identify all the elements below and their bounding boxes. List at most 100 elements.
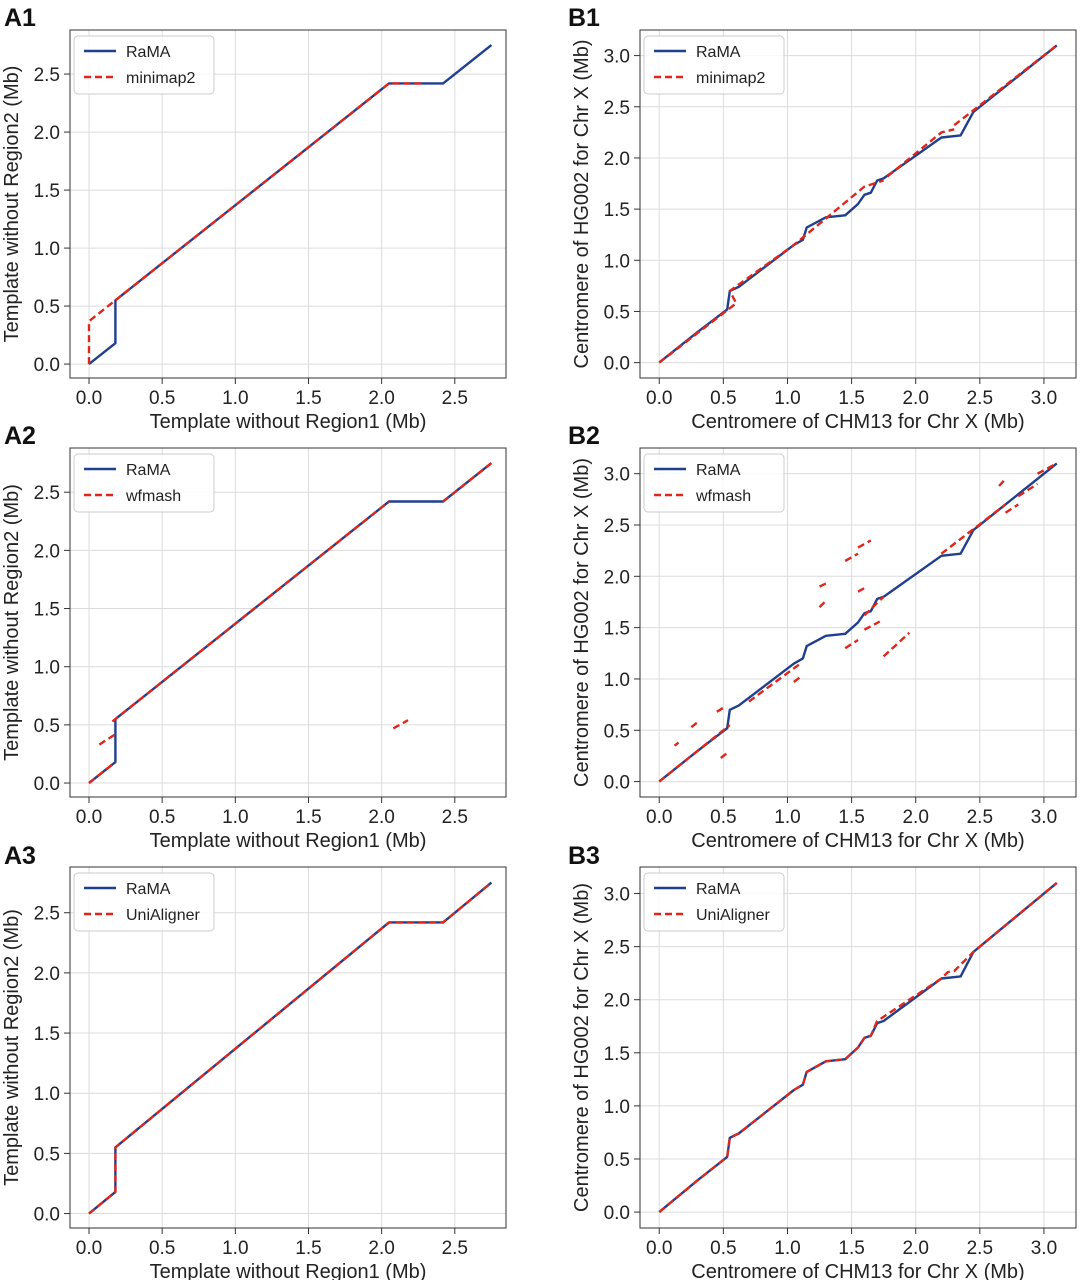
- y-tick-label: 2.0: [604, 567, 630, 588]
- x-tick-label: 0.5: [149, 807, 175, 828]
- x-tick-label: 1.5: [295, 1238, 321, 1259]
- comparison-series-line: [863, 620, 881, 631]
- y-tick-label: 1.0: [34, 658, 60, 679]
- legend-label-rama: RaMA: [696, 881, 741, 898]
- x-tick-label: 2.0: [902, 388, 928, 409]
- y-tick-label: 2.0: [604, 149, 630, 170]
- x-tick-label: 2.0: [368, 388, 394, 409]
- y-tick-label: 1.0: [604, 251, 630, 272]
- legend: RaMA UniAligner: [643, 872, 785, 932]
- plot-area-frame: [639, 447, 1077, 798]
- y-tick-label: 2.0: [34, 123, 60, 144]
- y-axis-label: Centromere of HG002 for Chr X (Mb): [571, 458, 593, 787]
- x-tick-label: 0.5: [710, 1238, 736, 1259]
- x-tick-label: 0.0: [76, 388, 102, 409]
- legend-label-comparison: UniAligner: [126, 907, 200, 924]
- x-axis-label: Centromere of CHM13 for Chr X (Mb): [691, 411, 1024, 433]
- comparison-series-line: [111, 500, 390, 723]
- comparison-series-line: [857, 585, 868, 593]
- comparison-series-line: [1036, 462, 1058, 475]
- comparison-series-line: [818, 582, 827, 588]
- x-tick-label: 1.5: [295, 388, 321, 409]
- comparison-series-line: [98, 733, 117, 746]
- x-tick-label: 0.0: [646, 807, 672, 828]
- comparison-series-line: [886, 128, 955, 178]
- comparison-series-line: [88, 761, 117, 784]
- legend: RaMA wfmash: [643, 453, 785, 513]
- panel-letter: B3: [568, 842, 600, 870]
- y-tick-label: 3.0: [604, 47, 630, 68]
- plot-area-frame: [69, 866, 507, 1229]
- plot-area-frame: [639, 866, 1077, 1229]
- x-tick-label: 2.0: [902, 1238, 928, 1259]
- y-tick-label: 0.5: [34, 297, 60, 318]
- panel-b1: 0.0 0.5 1.0 1.5 2.0 2.5 3.0 0.0 0.5 1.0 1.5 2.0 2.5 3…: [568, 4, 1077, 433]
- rama-series-line: [88, 881, 493, 1215]
- legend-label-rama: RaMA: [126, 881, 171, 898]
- legend-label-comparison: wfmash: [695, 488, 751, 505]
- y-tick-label: 1.0: [34, 239, 60, 260]
- plot-area-frame: [69, 29, 507, 379]
- y-tick-label: 2.0: [34, 964, 60, 985]
- legend: RaMA minimap2: [643, 35, 785, 95]
- comparison-series-line: [673, 741, 680, 747]
- y-tick-label: 2.5: [34, 65, 60, 86]
- x-tick-label: 0.5: [710, 388, 736, 409]
- rama-series-line: [658, 462, 1058, 783]
- y-tick-label: 0.5: [34, 1144, 60, 1165]
- comparison-series-line: [882, 631, 911, 658]
- y-tick-label: 3.0: [604, 465, 630, 486]
- plot-area-frame: [69, 447, 507, 798]
- panel-a2: 0.0 0.5 1.0 1.5 2.0 2.5 0.0 0.5 1.0 1.5 2.0 2.5 RaMA…: [1, 422, 507, 852]
- y-tick-label: 1.0: [604, 670, 630, 691]
- y-tick-label: 1.5: [34, 600, 60, 621]
- comparison-series-line: [940, 503, 1007, 555]
- legend-label-comparison: wfmash: [125, 488, 181, 505]
- y-tick-label: 2.5: [604, 516, 630, 537]
- x-tick-label: 1.0: [222, 807, 248, 828]
- comparison-series-line: [1004, 503, 1019, 514]
- x-tick-label: 1.0: [774, 388, 800, 409]
- comparison-series-line: [998, 478, 1007, 487]
- y-tick-label: 0.5: [604, 721, 630, 742]
- y-tick-label: 1.5: [604, 200, 630, 221]
- x-tick-label: 0.0: [76, 807, 102, 828]
- x-tick-label: 0.5: [149, 1238, 175, 1259]
- legend-label-comparison: minimap2: [696, 70, 765, 87]
- x-tick-label: 2.5: [442, 388, 468, 409]
- x-tick-label: 2.0: [902, 807, 928, 828]
- y-tick-label: 0.0: [34, 1205, 60, 1226]
- x-tick-label: 2.5: [967, 807, 993, 828]
- comparison-series-line: [844, 552, 859, 562]
- rama-series-line: [88, 44, 493, 366]
- comparison-series-line: [818, 600, 827, 608]
- x-tick-label: 3.0: [1031, 388, 1057, 409]
- x-tick-label: 1.0: [222, 388, 248, 409]
- comparison-series-line: [1017, 482, 1039, 498]
- panel-b2: 0.0 0.5 1.0 1.5 2.0 2.5 3.0 0.0 0.5 1.0 1.5 2.0 2.5 3…: [568, 422, 1077, 852]
- x-axis-label: Centromere of CHM13 for Chr X (Mb): [691, 830, 1024, 852]
- x-tick-label: 1.0: [222, 1238, 248, 1259]
- comparison-series-line: [720, 751, 728, 759]
- legend: RaMA UniAligner: [73, 872, 215, 932]
- panel-letter: A3: [4, 842, 36, 870]
- legend-label-rama: RaMA: [696, 44, 741, 61]
- y-axis-label: Centromere of HG002 for Chr X (Mb): [571, 40, 593, 369]
- panel-letter: A1: [4, 4, 36, 32]
- panel-b3: 0.0 0.5 1.0 1.5 2.0 2.5 3.0 0.0 0.5 1.0 1.5 2.0 2.5 3…: [568, 842, 1077, 1280]
- x-tick-label: 3.0: [1031, 807, 1057, 828]
- comparison-series-line: [844, 638, 859, 650]
- comparison-series-line: [88, 881, 493, 1215]
- y-tick-label: 0.5: [34, 716, 60, 737]
- panel-letter: B2: [568, 422, 600, 450]
- x-tick-label: 0.0: [646, 1238, 672, 1259]
- y-axis-label: Template without Region2 (Mb): [1, 66, 23, 343]
- y-tick-label: 1.0: [34, 1084, 60, 1105]
- x-tick-label: 0.0: [646, 388, 672, 409]
- comparison-series-line: [658, 881, 1058, 1214]
- y-tick-label: 1.5: [604, 1044, 630, 1065]
- plot-area-frame: [639, 29, 1077, 379]
- x-tick-label: 2.0: [368, 1238, 394, 1259]
- y-tick-label: 2.0: [34, 541, 60, 562]
- y-tick-label: 0.0: [604, 773, 630, 794]
